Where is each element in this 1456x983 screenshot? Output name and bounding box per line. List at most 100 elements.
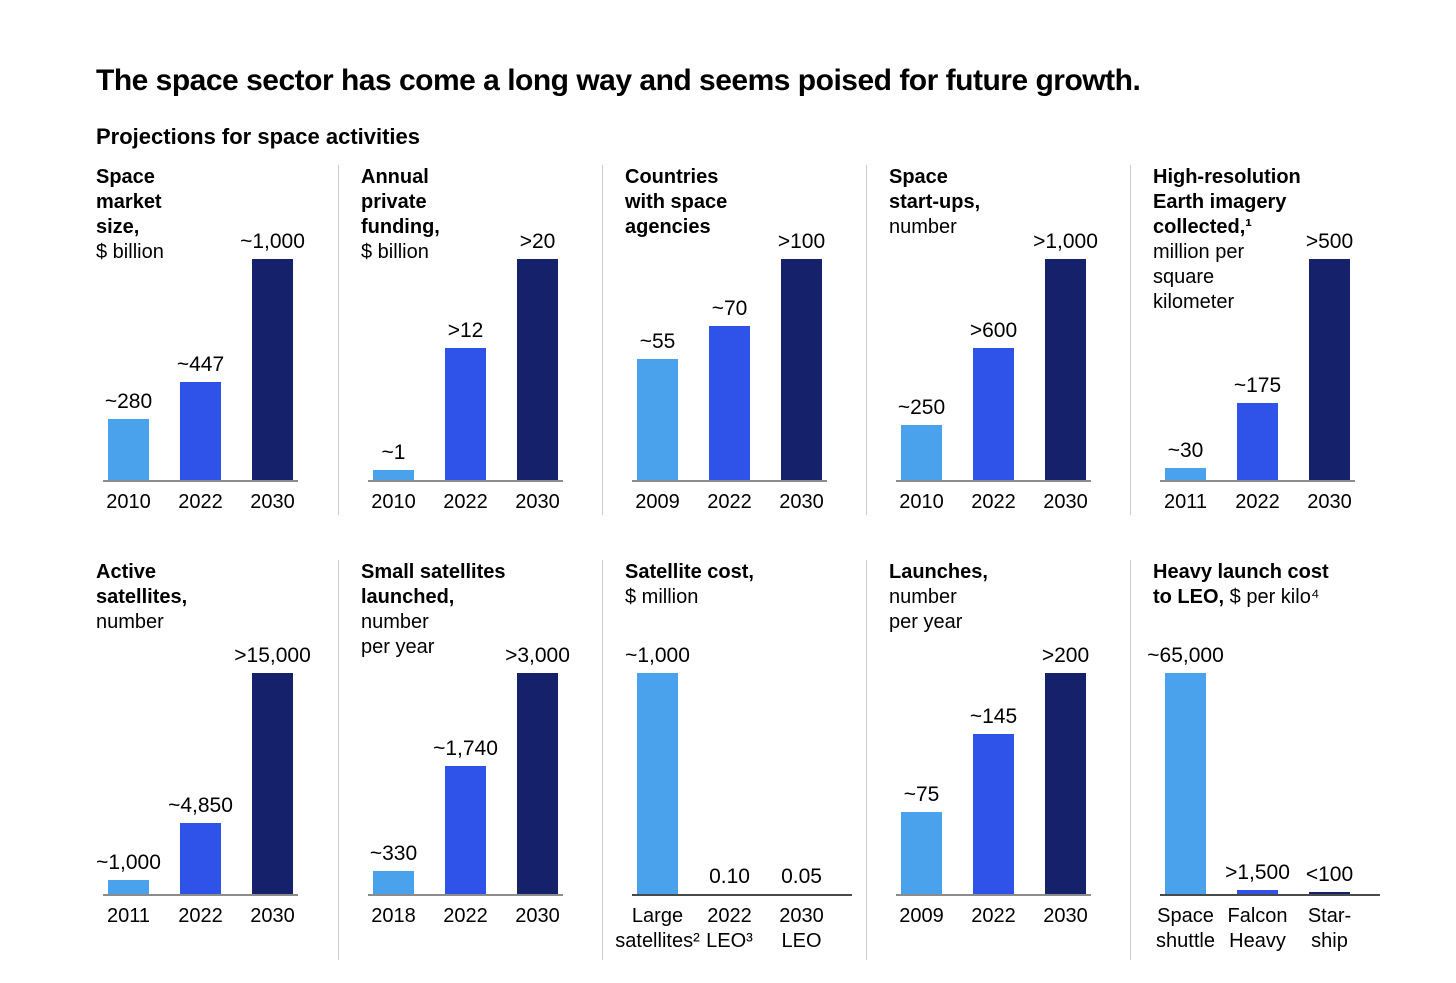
x-axis-label: 2030	[779, 491, 824, 513]
value-label: ~1,000	[240, 230, 305, 253]
x-axis-label: 2009	[899, 905, 944, 927]
value-label: >20	[519, 230, 556, 253]
bar: ~145	[970, 705, 1017, 895]
bar: >500	[1306, 230, 1353, 481]
value-label: >500	[1305, 230, 1354, 253]
chart-space-market-size: Space market size, $ billion ~280 2010 ~44…	[74, 165, 338, 515]
chart-active-satellites: Active satellites, number ~1,000 2011 ~4,8…	[74, 560, 338, 960]
value-label: ~65,000	[1147, 644, 1224, 667]
value-label: 0.10	[709, 865, 750, 888]
bar-plot: ~1,000 2011 ~4,850 2022 >15,000 2030	[96, 644, 311, 927]
bar: ~330	[370, 842, 417, 895]
x-axis-label: 2010	[371, 491, 416, 513]
value-label: ~447	[176, 353, 225, 376]
chart-earth-imagery-collected: High-resolution Earth imagery collected,…	[1130, 165, 1394, 515]
x-axis-label: 2022 LEO³	[706, 905, 753, 952]
bar-plot: ~330 2018 ~1,740 2022 >3,000 2030	[368, 644, 570, 927]
chart-title: Satellite cost, $ million	[625, 560, 754, 610]
bar: >15,000	[234, 644, 311, 895]
x-axis-label: 2022	[707, 491, 752, 513]
chart-title-unit: $ million	[625, 586, 699, 608]
value-label: ~1,740	[433, 737, 498, 760]
axis-baseline	[1160, 894, 1380, 896]
value-label: >200	[1041, 644, 1090, 667]
page-title: The space sector has come a long way and…	[96, 64, 1141, 98]
bar-plot: ~1,000 Large satellites² 0.10 2022 LEO³ 0.05…	[615, 644, 852, 952]
bar: ~250	[898, 396, 945, 481]
bar: >3,000	[505, 644, 570, 895]
x-axis-label: 2022	[443, 491, 488, 513]
x-axis-label: Star- ship	[1307, 905, 1352, 952]
value-label: 0.05	[781, 865, 822, 888]
bar: >12	[445, 319, 486, 481]
value-label: >3,000	[505, 644, 570, 667]
bar: ~75	[901, 783, 942, 895]
bar-plot: ~250 2010 >600 2022 >1,000 2030	[896, 230, 1098, 513]
bar-plot: ~55 2009 ~70 2022 >100 2030	[632, 230, 827, 513]
bar-plot: ~75 2009 ~145 2022 >200 2030	[896, 644, 1091, 927]
chart-space-startups: Space start-ups, number ~250 2010 >600 2022…	[866, 165, 1130, 515]
x-axis-label: 2022	[1235, 491, 1280, 513]
chart-title-bold: Satellite cost,	[625, 561, 754, 583]
bar: ~1,740	[433, 737, 498, 895]
x-axis-label: 2010	[899, 491, 944, 513]
value-label: ~1	[381, 441, 406, 464]
chart-title: Space start-ups, number	[889, 165, 980, 240]
value-label: ~30	[1167, 439, 1204, 462]
chart-title-bold: Space market size,	[96, 166, 162, 238]
x-axis-label: 2030	[250, 905, 295, 927]
axis-baseline	[632, 480, 827, 482]
chart-title-bold: High-resolution Earth imagery collected,…	[1153, 166, 1301, 238]
bar: ~280	[105, 390, 152, 481]
bar: >600	[970, 319, 1017, 481]
bar: ~447	[177, 353, 224, 481]
x-axis-label: 2022	[178, 905, 223, 927]
bar: >100	[778, 230, 825, 481]
value-label: >15,000	[234, 644, 311, 667]
page-subtitle: Projections for space activities	[96, 124, 421, 150]
bar-plot: ~30 2011 ~175 2022 >500 2030	[1160, 230, 1355, 513]
chart-title-unit: million per square kilometer	[1153, 241, 1245, 313]
x-axis-label: 2022	[971, 905, 1016, 927]
axis-baseline	[103, 480, 298, 482]
value-label: >1,500	[1225, 861, 1290, 884]
bar: ~65,000	[1147, 644, 1224, 895]
chart-title: Space market size, $ billion	[96, 165, 164, 265]
x-axis-label: 2011	[106, 905, 151, 927]
x-axis-label: 2022	[178, 491, 223, 513]
bar-plot: ~280 2010 ~447 2022 ~1,000 2030	[103, 230, 305, 513]
value-label: ~250	[897, 396, 946, 419]
chart-title: Small satellites launched, number per ye…	[361, 560, 506, 660]
value-label: ~145	[969, 705, 1018, 728]
chart-title-bold: Heavy launch cost to LEO,	[1153, 561, 1329, 608]
chart-title: Launches, number per year	[889, 560, 988, 635]
chart-title-unit: $ per kilo⁴	[1224, 586, 1320, 608]
bar: >200	[1042, 644, 1089, 895]
bar: ~1,000	[240, 230, 305, 481]
bar-plot: ~65,000 Space shuttle >1,500 Falcon Heavy <1…	[1147, 644, 1380, 952]
charts-row-1: Space market size, $ billion ~280 2010 ~44…	[74, 165, 1394, 515]
bar: ~1,000	[96, 851, 161, 895]
value-label: ~70	[711, 297, 748, 320]
value-label: >100	[777, 230, 826, 253]
x-axis-label: 2022	[971, 491, 1016, 513]
value-label: ~280	[104, 390, 153, 413]
axis-baseline	[368, 894, 563, 896]
x-axis-label: 2030	[515, 905, 560, 927]
x-axis-label: Large satellites²	[615, 905, 700, 952]
x-axis-label: Space shuttle	[1156, 905, 1215, 952]
value-label: ~1,000	[625, 644, 690, 667]
x-axis-label: 2030	[1043, 491, 1088, 513]
value-label: >600	[969, 319, 1018, 342]
bar: ~1	[373, 441, 414, 481]
chart-title: Active satellites, number	[96, 560, 187, 635]
axis-baseline	[368, 480, 563, 482]
bar: ~175	[1234, 374, 1281, 481]
chart-title-unit: $ billion	[96, 241, 164, 263]
chart-title-unit: number per year	[361, 611, 435, 658]
chart-annual-private-funding: Annual private funding, $ billion ~1 2010…	[338, 165, 602, 515]
chart-title-bold: Countries with space agencies	[625, 166, 728, 238]
bar: <100	[1306, 863, 1353, 895]
x-axis-label: 2010	[106, 491, 151, 513]
chart-title: Annual private funding, $ billion	[361, 165, 440, 265]
